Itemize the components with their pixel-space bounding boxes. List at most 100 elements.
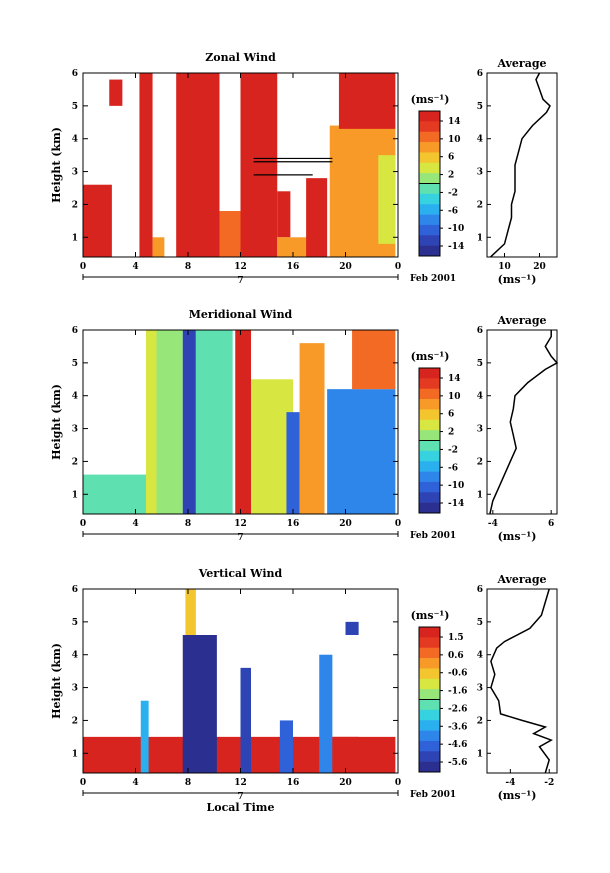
colorbar-tick-label: 0.6 [448,651,464,661]
average-profile-line [490,588,553,774]
x-tick-label: 0 [80,262,86,272]
colorbar-swatch [419,152,440,164]
average-y-tick-label: 3 [477,168,483,178]
colorbar-swatch [419,142,440,153]
colorbar-tick-label: -6 [448,206,458,216]
data-cell [240,667,251,773]
colorbar-swatch [419,492,440,503]
data-cell [185,589,196,635]
colorbar-tick-label: -2 [448,445,458,455]
y-tick-label: 6 [72,69,78,79]
average-x-tick-label: 6 [548,519,554,529]
average-y-tick-label: 2 [477,716,483,726]
colorbar-tick-label: -14 [448,499,464,509]
y-tick-label: 3 [72,168,78,178]
date-marker: 7 [237,533,243,543]
y-axis-label: Height (km) [50,127,63,203]
colorbar-swatch [419,368,440,379]
average-profile-line [489,330,559,515]
panel-title: Zonal Wind [205,51,276,64]
date-label: Feb 2001 [410,274,456,284]
colorbar-tick-label: -6 [448,463,458,473]
data-cell [219,211,241,257]
average-y-tick-label: 6 [477,326,483,336]
colorbar-tick-label: 6 [448,410,454,420]
colorbar-swatch [419,751,440,762]
colorbar-swatch [419,502,440,514]
colorbar-swatch [419,235,440,246]
date-label: Feb 2001 [410,790,456,800]
colorbar-unit: (ms⁻¹) [411,609,450,622]
colorbar-swatch [419,388,440,400]
average-x-tick-label: 10 [498,262,511,272]
x-tick-label: 8 [185,519,191,529]
x-tick-label: 0 [395,262,401,272]
colorbar-swatch [419,111,440,122]
colorbar-swatch [419,481,440,493]
average-y-tick-label: 3 [477,425,483,435]
data-cell [195,330,233,514]
average-y-tick-label: 2 [477,200,483,210]
data-cell [182,330,196,514]
date-marker: 7 [237,792,243,802]
data-cell [83,474,146,514]
colorbar-swatch [419,224,440,236]
x-tick-label: 4 [132,778,138,788]
colorbar-tick-label: -2.6 [448,704,467,714]
colorbar-swatch [419,399,440,410]
colorbar-swatch [419,627,440,638]
colorbar-swatch [419,409,440,421]
data-cell [83,184,112,257]
data-cell [240,73,278,257]
colorbar-tick-label: -0.6 [448,669,467,679]
data-cell [140,700,149,773]
average-y-tick-label: 6 [477,585,483,595]
y-tick-label: 5 [72,102,78,112]
average-y-tick-label: 3 [477,684,483,694]
colorbar-tick-label: 6 [448,153,454,163]
data-cell [182,635,217,773]
data-cell [152,237,165,257]
y-tick-label: 3 [72,425,78,435]
average-profile-line [489,72,551,258]
colorbar-tick-label: 2 [448,171,454,181]
colorbar-tick-label: -10 [448,224,464,234]
y-tick-label: 2 [72,457,78,467]
colorbar-swatch [419,193,440,205]
data-cell [176,73,220,257]
x-tick-label: 20 [339,262,352,272]
data-cell [277,191,291,238]
average-y-tick-label: 4 [477,651,483,661]
average-x-tick-label: 20 [533,262,546,272]
colorbar-tick-label: 1.5 [448,633,464,643]
average-y-tick-label: 5 [477,102,483,112]
data-cell [378,155,396,244]
data-cell [299,343,325,514]
colorbar-swatch [419,678,440,690]
colorbar-tick-label: -3.6 [448,722,467,732]
colorbar-swatch [419,709,440,721]
colorbar-swatch [419,173,440,184]
x-tick-label: 16 [287,519,300,529]
data-cell [156,330,183,514]
colorbar-swatch [419,668,440,680]
average-y-tick-label: 6 [477,69,483,79]
data-cell [345,621,359,635]
colorbar-tick-label: -10 [448,481,464,491]
colorbar-swatch [419,121,440,133]
x-tick-label: 0 [80,778,86,788]
average-title: Average [496,573,546,586]
colorbar-swatch [419,761,440,773]
colorbar-swatch [419,245,440,257]
average-frame [486,588,558,774]
x-axis-label: Local Time [207,801,275,814]
colorbar-swatch [419,740,440,752]
colorbar-swatch [419,450,440,462]
y-tick-label: 3 [72,684,78,694]
x-tick-label: 0 [395,519,401,529]
colorbar-tick-label: 2 [448,428,454,438]
colorbar-swatch [419,430,440,441]
average-y-tick-label: 1 [477,490,483,500]
